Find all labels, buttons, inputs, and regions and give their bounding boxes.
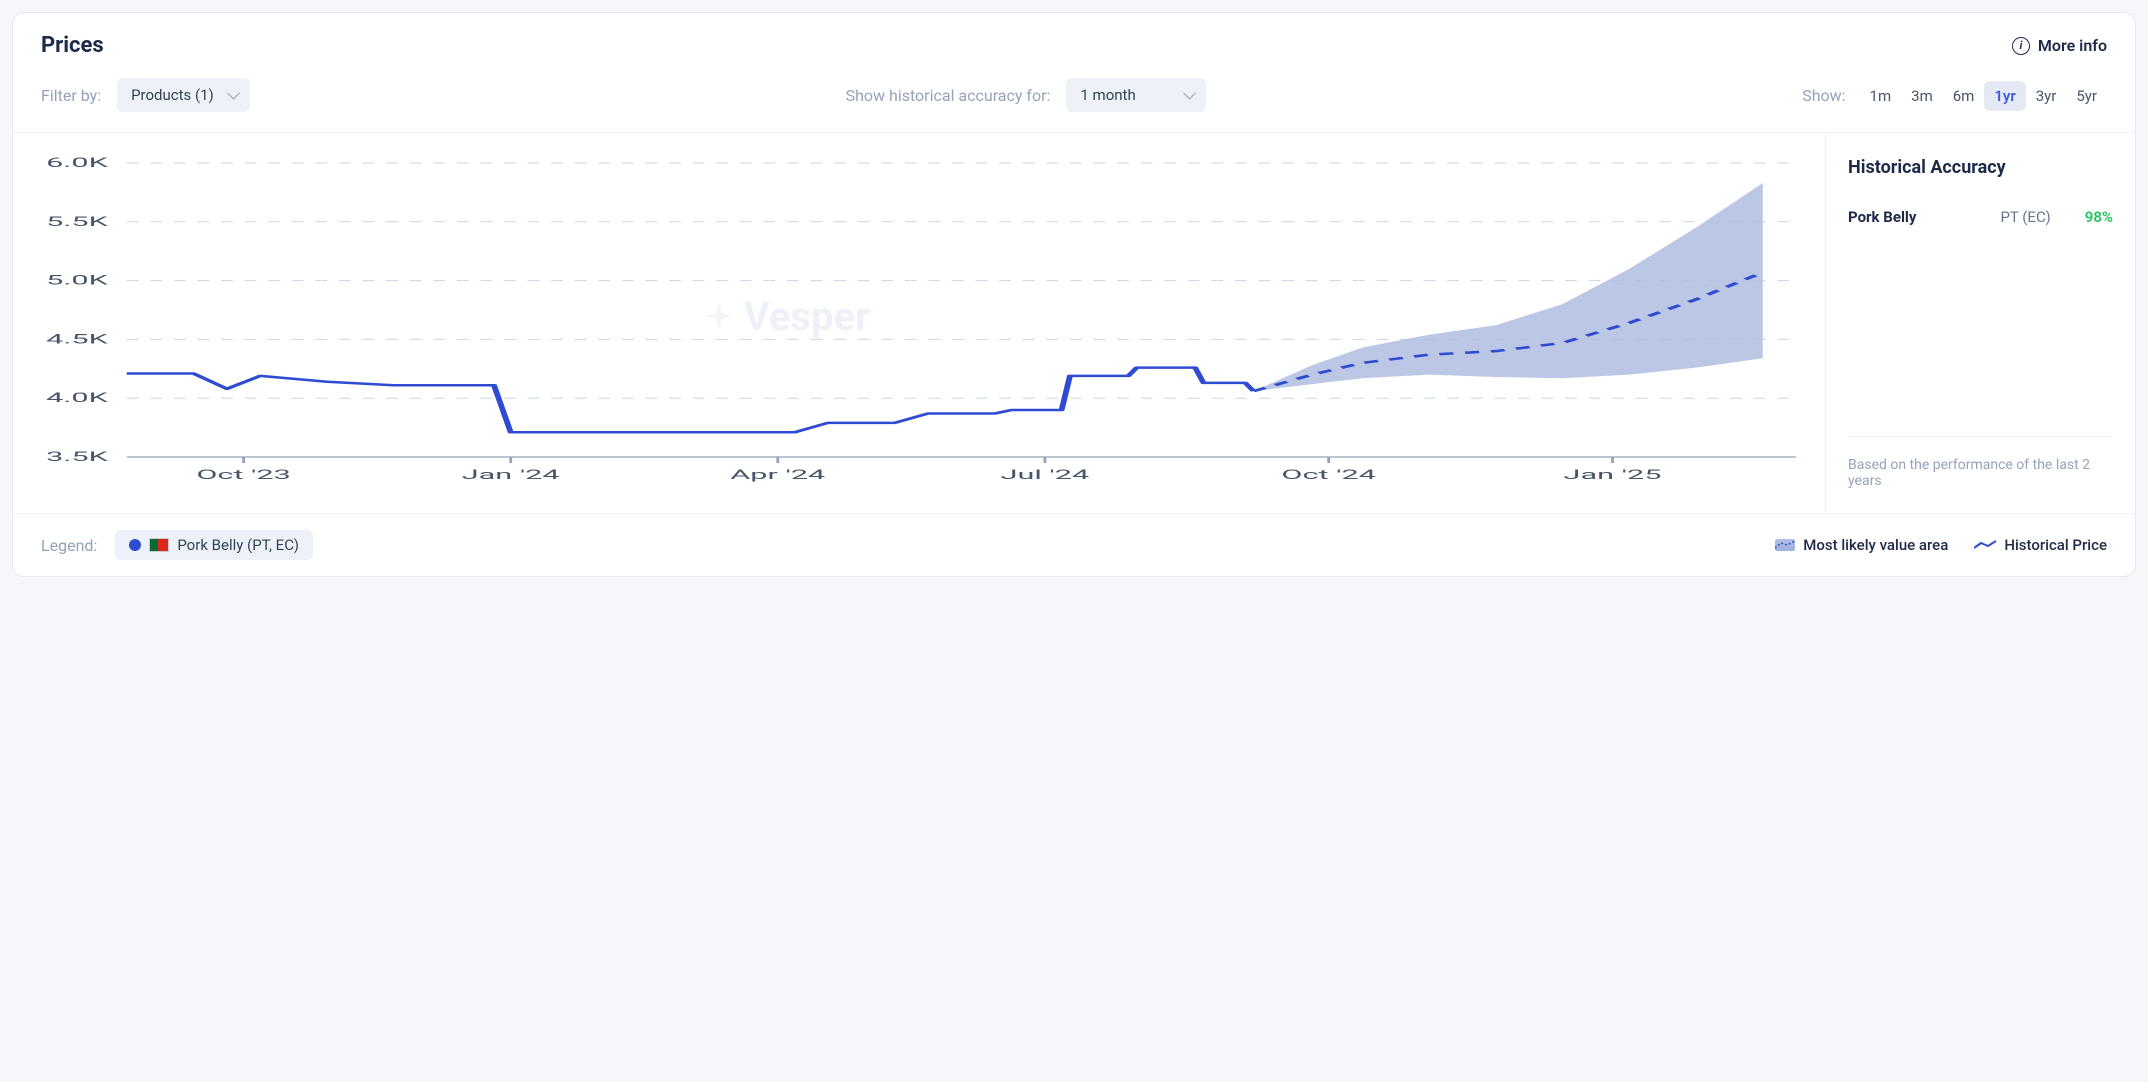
legend-right: Most likely value area Historical Price (1775, 536, 2107, 554)
page-title: Prices (41, 33, 104, 58)
hist-select[interactable]: 1 month (1066, 78, 1206, 112)
accuracy-product: Pork Belly (1848, 208, 1966, 226)
show-label: Show: (1802, 86, 1845, 105)
series-dot-icon (129, 539, 141, 551)
range-1m[interactable]: 1m (1860, 81, 1902, 111)
range-1yr[interactable]: 1yr (1984, 81, 2025, 111)
range-6m[interactable]: 6m (1943, 81, 1985, 111)
accuracy-region: PT (EC) (1966, 208, 2084, 226)
body: Vesper 3.5K4.0K4.5K5.0K5.5K6.0KOct '23Ja… (13, 133, 2135, 513)
price-chart[interactable]: 3.5K 4.0K 4.5K 5.0K 5.5K 6.0K Oct '23 Jan '24 Ap… (23, 153, 1815, 493)
legend-chip[interactable]: Pork Belly (PT, EC) (115, 530, 313, 560)
pt-flag-icon (149, 538, 169, 552)
line-swatch-icon (1974, 540, 1996, 550)
accuracy-footnote: Based on the performance of the last 2 y… (1848, 436, 2113, 489)
svg-text:5.5K: 5.5K (46, 214, 108, 229)
legend-area: Most likely value area (1775, 536, 1948, 554)
svg-text:4.5K: 4.5K (46, 331, 108, 346)
svg-text:3.5K: 3.5K (46, 449, 108, 464)
svg-text:Oct '23: Oct '23 (196, 467, 291, 482)
hist-select-value: 1 month (1080, 86, 1135, 104)
accuracy-row: Pork Belly PT (EC) 98% (1848, 208, 2113, 226)
area-swatch-icon (1775, 539, 1795, 551)
svg-text:4.0K: 4.0K (46, 390, 108, 405)
chart-area: Vesper 3.5K4.0K4.5K5.0K5.5K6.0KOct '23Ja… (13, 133, 1825, 513)
svg-text:Oct '24: Oct '24 (1281, 467, 1376, 482)
range-3yr[interactable]: 3yr (2026, 81, 2067, 111)
more-info-button[interactable]: i More info (2012, 36, 2107, 55)
svg-text:Jan '25: Jan '25 (1564, 467, 1662, 482)
products-select[interactable]: Products (1) (117, 78, 250, 112)
range-5yr[interactable]: 5yr (2066, 81, 2107, 111)
svg-text:Jul '24: Jul '24 (1001, 467, 1090, 482)
filters-bar: Filter by: Products (1) Show historical … (13, 70, 2135, 133)
svg-text:Jan '24: Jan '24 (462, 467, 560, 482)
header: Prices i More info (13, 13, 2135, 70)
accuracy-panel: Historical Accuracy Pork Belly PT (EC) 9… (1825, 133, 2135, 513)
legend-bar: Legend: Pork Belly (PT, EC) Most likely … (13, 513, 2135, 576)
legend-hist: Historical Price (1974, 536, 2107, 554)
svg-text:5.0K: 5.0K (46, 272, 108, 287)
legend-chip-text: Pork Belly (PT, EC) (177, 536, 299, 554)
range-3m[interactable]: 3m (1901, 81, 1943, 111)
accuracy-title: Historical Accuracy (1848, 157, 2113, 178)
info-icon: i (2012, 37, 2030, 55)
prices-card: Prices i More info Filter by: Products (… (12, 12, 2136, 577)
svg-text:6.0K: 6.0K (46, 155, 108, 170)
products-select-value: Products (1) (131, 86, 214, 104)
svg-text:Apr '24: Apr '24 (730, 467, 825, 482)
show-hist-label: Show historical accuracy for: (846, 86, 1051, 105)
legend-label: Legend: (41, 536, 97, 555)
range-group: Show: 1m3m6m1yr3yr5yr (1802, 86, 2107, 105)
filter-by-label: Filter by: (41, 86, 101, 105)
more-info-label: More info (2038, 36, 2107, 55)
accuracy-value: 98% (2085, 208, 2113, 226)
